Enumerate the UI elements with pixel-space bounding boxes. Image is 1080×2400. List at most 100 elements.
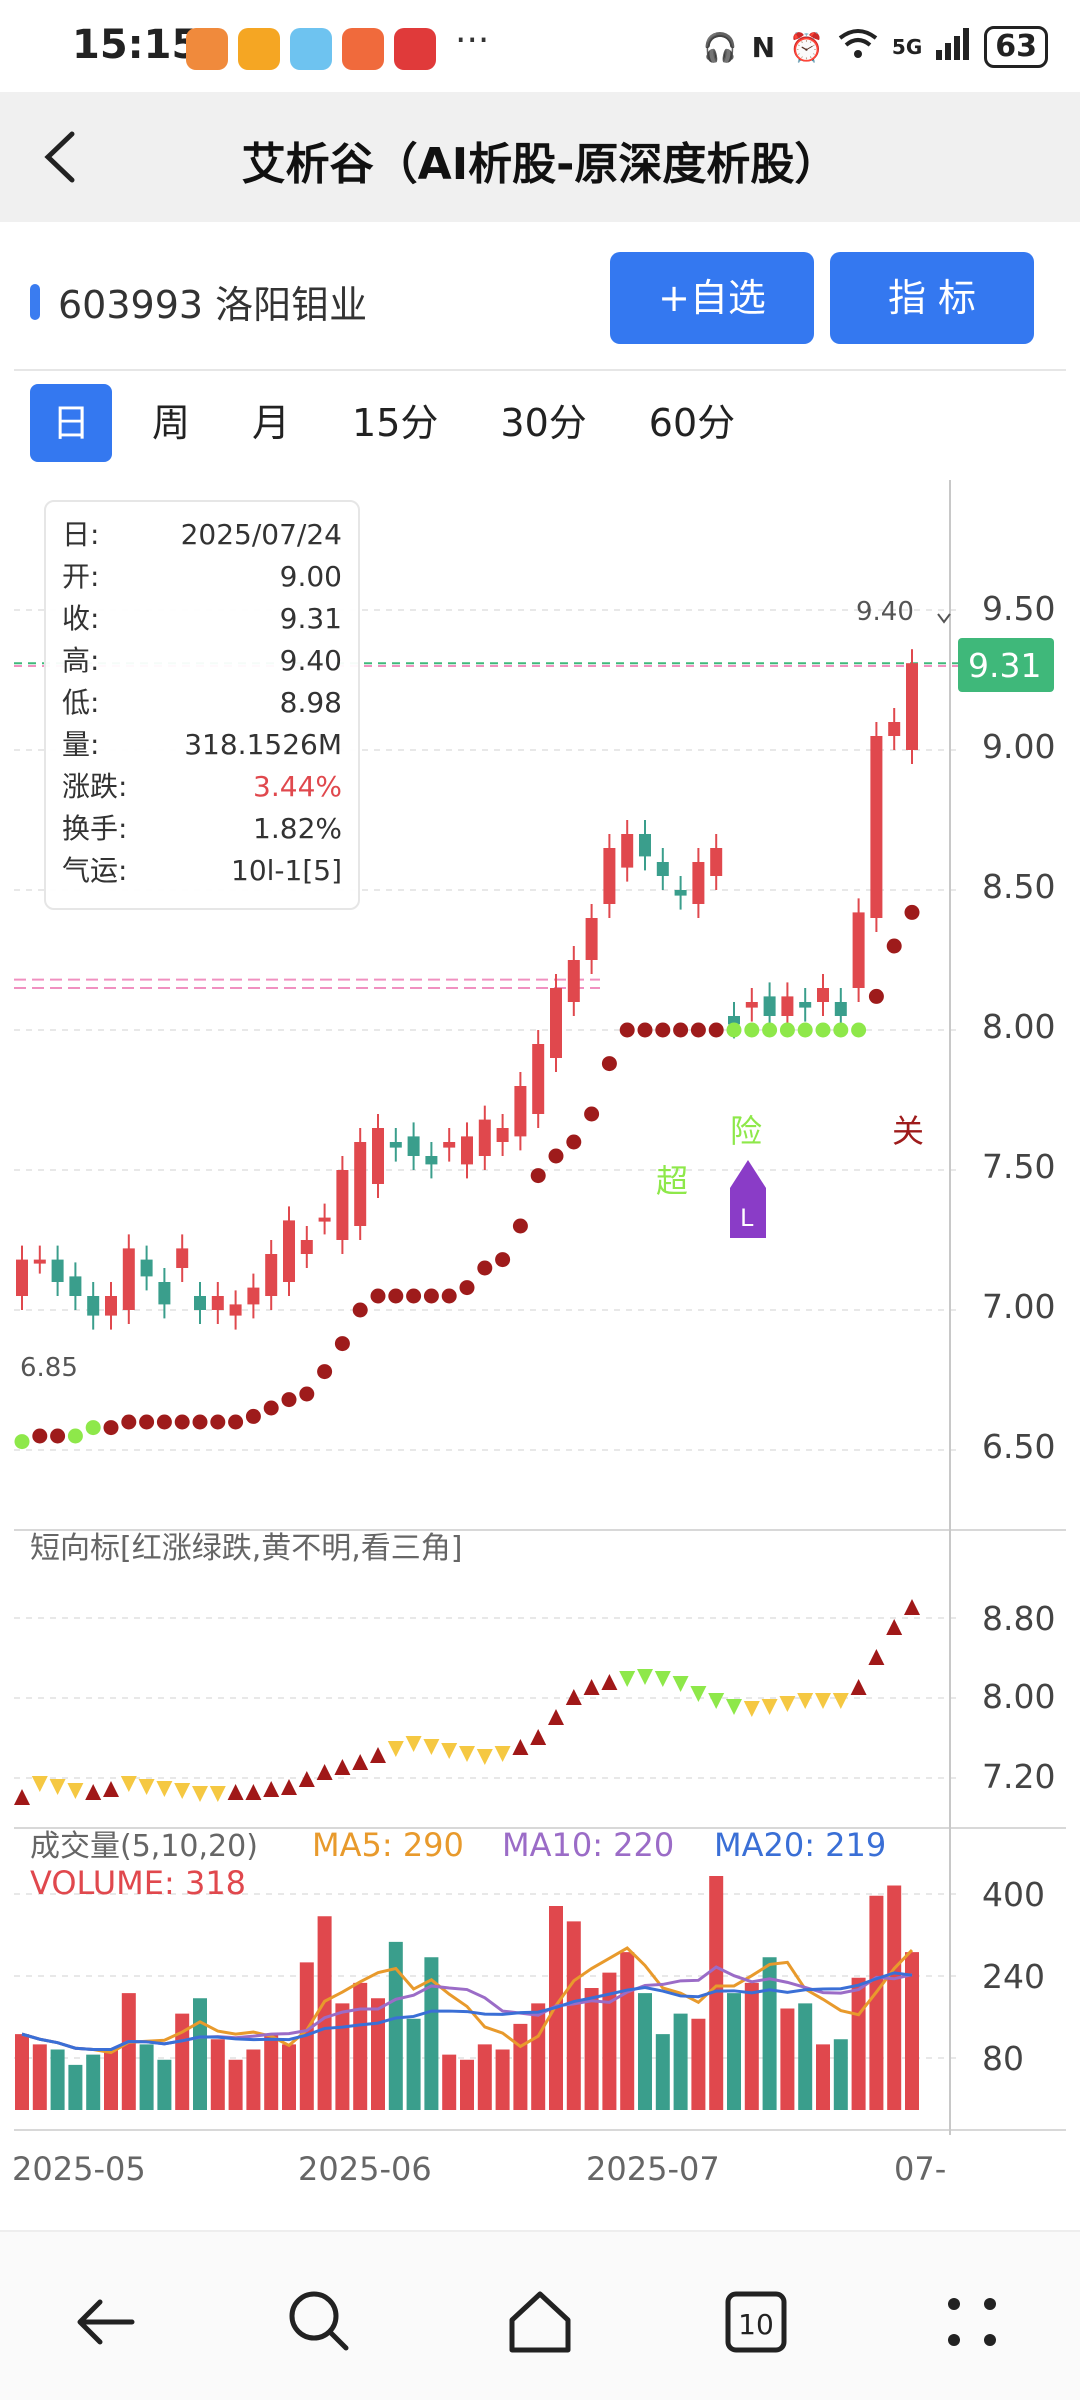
- info-row: 低: 8.98: [62, 682, 342, 724]
- candle-body: [389, 1142, 402, 1148]
- candle-body: [567, 960, 580, 1002]
- candle-body: [692, 862, 705, 904]
- signal-dot: [103, 1420, 119, 1436]
- volume-bar: [584, 1988, 599, 2110]
- add-watchlist-button[interactable]: +自选: [610, 252, 814, 344]
- volume-bar: [833, 2039, 848, 2110]
- volume-bar: [531, 2003, 546, 2110]
- volume-bar: [495, 2049, 510, 2110]
- trend-triangle: [405, 1736, 422, 1752]
- volume-bar: [887, 1885, 902, 2110]
- trend-triangle: [263, 1781, 280, 1797]
- indicator-button[interactable]: 指 标: [830, 252, 1034, 344]
- trend-triangle: [886, 1619, 903, 1635]
- volume-bar: [905, 1952, 919, 2110]
- signal-dot: [32, 1428, 48, 1444]
- info-label: 换手:: [62, 812, 128, 845]
- nav-back-button[interactable]: [66, 2282, 146, 2362]
- info-value: 9.00: [279, 560, 342, 593]
- chart-area[interactable]: 9.50 9.00 8.50 8.00 7.50 7.00 6.50 9.31 …: [0, 470, 1080, 2230]
- candle-body: [425, 1156, 438, 1165]
- candle-body: [799, 1002, 812, 1008]
- candle-body: [656, 862, 669, 876]
- price-axis-label: 9.50: [982, 589, 1055, 628]
- candle-body: [745, 1002, 758, 1008]
- trend-triangle: [726, 1699, 742, 1715]
- battery-icon: 63: [984, 26, 1048, 68]
- tab-week[interactable]: 周: [152, 401, 191, 445]
- home-icon: [509, 2291, 571, 2353]
- signal-dot: [548, 1148, 564, 1164]
- candle-body: [852, 912, 865, 988]
- volume-bar: [602, 1972, 617, 2110]
- price-axis-label: 6.50: [982, 1427, 1055, 1466]
- price-axis-label: 7.50: [982, 1147, 1055, 1186]
- volume-bar: [175, 2013, 190, 2110]
- candle-body: [888, 722, 901, 736]
- candle-body: [300, 1240, 313, 1254]
- nav-tabs-button[interactable]: 10: [716, 2282, 796, 2362]
- signal-dot: [281, 1392, 297, 1408]
- info-label: 收:: [62, 602, 100, 635]
- back-button[interactable]: [34, 122, 94, 192]
- price-axis-label: 9.00: [982, 727, 1055, 766]
- candle-body: [781, 996, 794, 1016]
- app-header: 艾析谷（AI析股-原深度析股）: [0, 92, 1080, 222]
- trend-triangle: [476, 1749, 493, 1765]
- tab-60min[interactable]: 60分: [648, 401, 736, 445]
- volume-bar: [193, 1998, 207, 2110]
- signal-dot: [655, 1022, 671, 1038]
- tab-15min[interactable]: 15分: [352, 401, 439, 445]
- trend-triangle: [459, 1746, 475, 1762]
- trend-triangle: [583, 1679, 600, 1695]
- volume-bar: [68, 2064, 83, 2110]
- signal-dot: [833, 1022, 849, 1038]
- nav-search-button[interactable]: [280, 2282, 360, 2362]
- trend-triangle: [334, 1759, 351, 1775]
- info-row: 量: 318.1526M: [62, 724, 342, 766]
- trend-triangle: [49, 1779, 66, 1795]
- signal-dot: [85, 1420, 101, 1436]
- info-row: 涨跌: 3.44%: [62, 766, 342, 808]
- trend-triangle: [761, 1699, 778, 1715]
- signal-dot: [619, 1022, 635, 1038]
- trend-triangle: [815, 1693, 831, 1709]
- nav-home-button[interactable]: [500, 2282, 580, 2362]
- tab-day[interactable]: 日: [30, 384, 113, 462]
- volume-bar: [727, 1993, 741, 2110]
- candle-info-box: 日: 2025/07/24 开: 9.00 收: 9.31 高: 9.40 低: 8.98…: [44, 500, 360, 910]
- candle-body: [710, 848, 723, 876]
- candle-body: [639, 834, 651, 857]
- signal-dot: [245, 1408, 261, 1424]
- nav-menu-button[interactable]: [932, 2282, 1012, 2362]
- candle-body: [105, 1296, 117, 1316]
- signal-dot: [228, 1414, 244, 1430]
- dots-grid-icon: [948, 2298, 996, 2346]
- tab-month[interactable]: 月: [252, 401, 291, 445]
- high-label: 9.40: [856, 597, 914, 627]
- tabs-count-icon: 10: [725, 2291, 787, 2353]
- trend-triangle: [423, 1739, 440, 1755]
- volume-label: VOLUME: 318: [30, 1864, 246, 1902]
- candle-body: [674, 890, 687, 896]
- candle-body: [763, 996, 776, 1016]
- volume-bar: [442, 2054, 457, 2110]
- tab-30min[interactable]: 30分: [500, 401, 587, 445]
- trend-triangle: [156, 1781, 173, 1797]
- trend-triangle: [298, 1771, 315, 1787]
- status-app-icons: [186, 28, 436, 70]
- candle-body: [478, 1119, 491, 1156]
- info-value: 2025/07/24: [180, 518, 342, 551]
- trend-triangle: [672, 1676, 689, 1692]
- signal-dot: [388, 1288, 404, 1304]
- ma20-label: MA20: 219: [714, 1826, 886, 1864]
- kline-chart-svg[interactable]: 9.50 9.00 8.50 8.00 7.50 7.00 6.50 9.31 …: [0, 470, 1080, 2230]
- volume-bar: [798, 2003, 813, 2110]
- trend-triangle: [548, 1709, 564, 1725]
- candle-body: [817, 988, 829, 1002]
- volume-bar: [406, 2018, 421, 2110]
- sub-axis-label: 8.80: [982, 1599, 1055, 1638]
- signal-guan: 关: [892, 1112, 924, 1150]
- trend-triangle: [174, 1783, 191, 1799]
- signal-dot: [441, 1288, 457, 1304]
